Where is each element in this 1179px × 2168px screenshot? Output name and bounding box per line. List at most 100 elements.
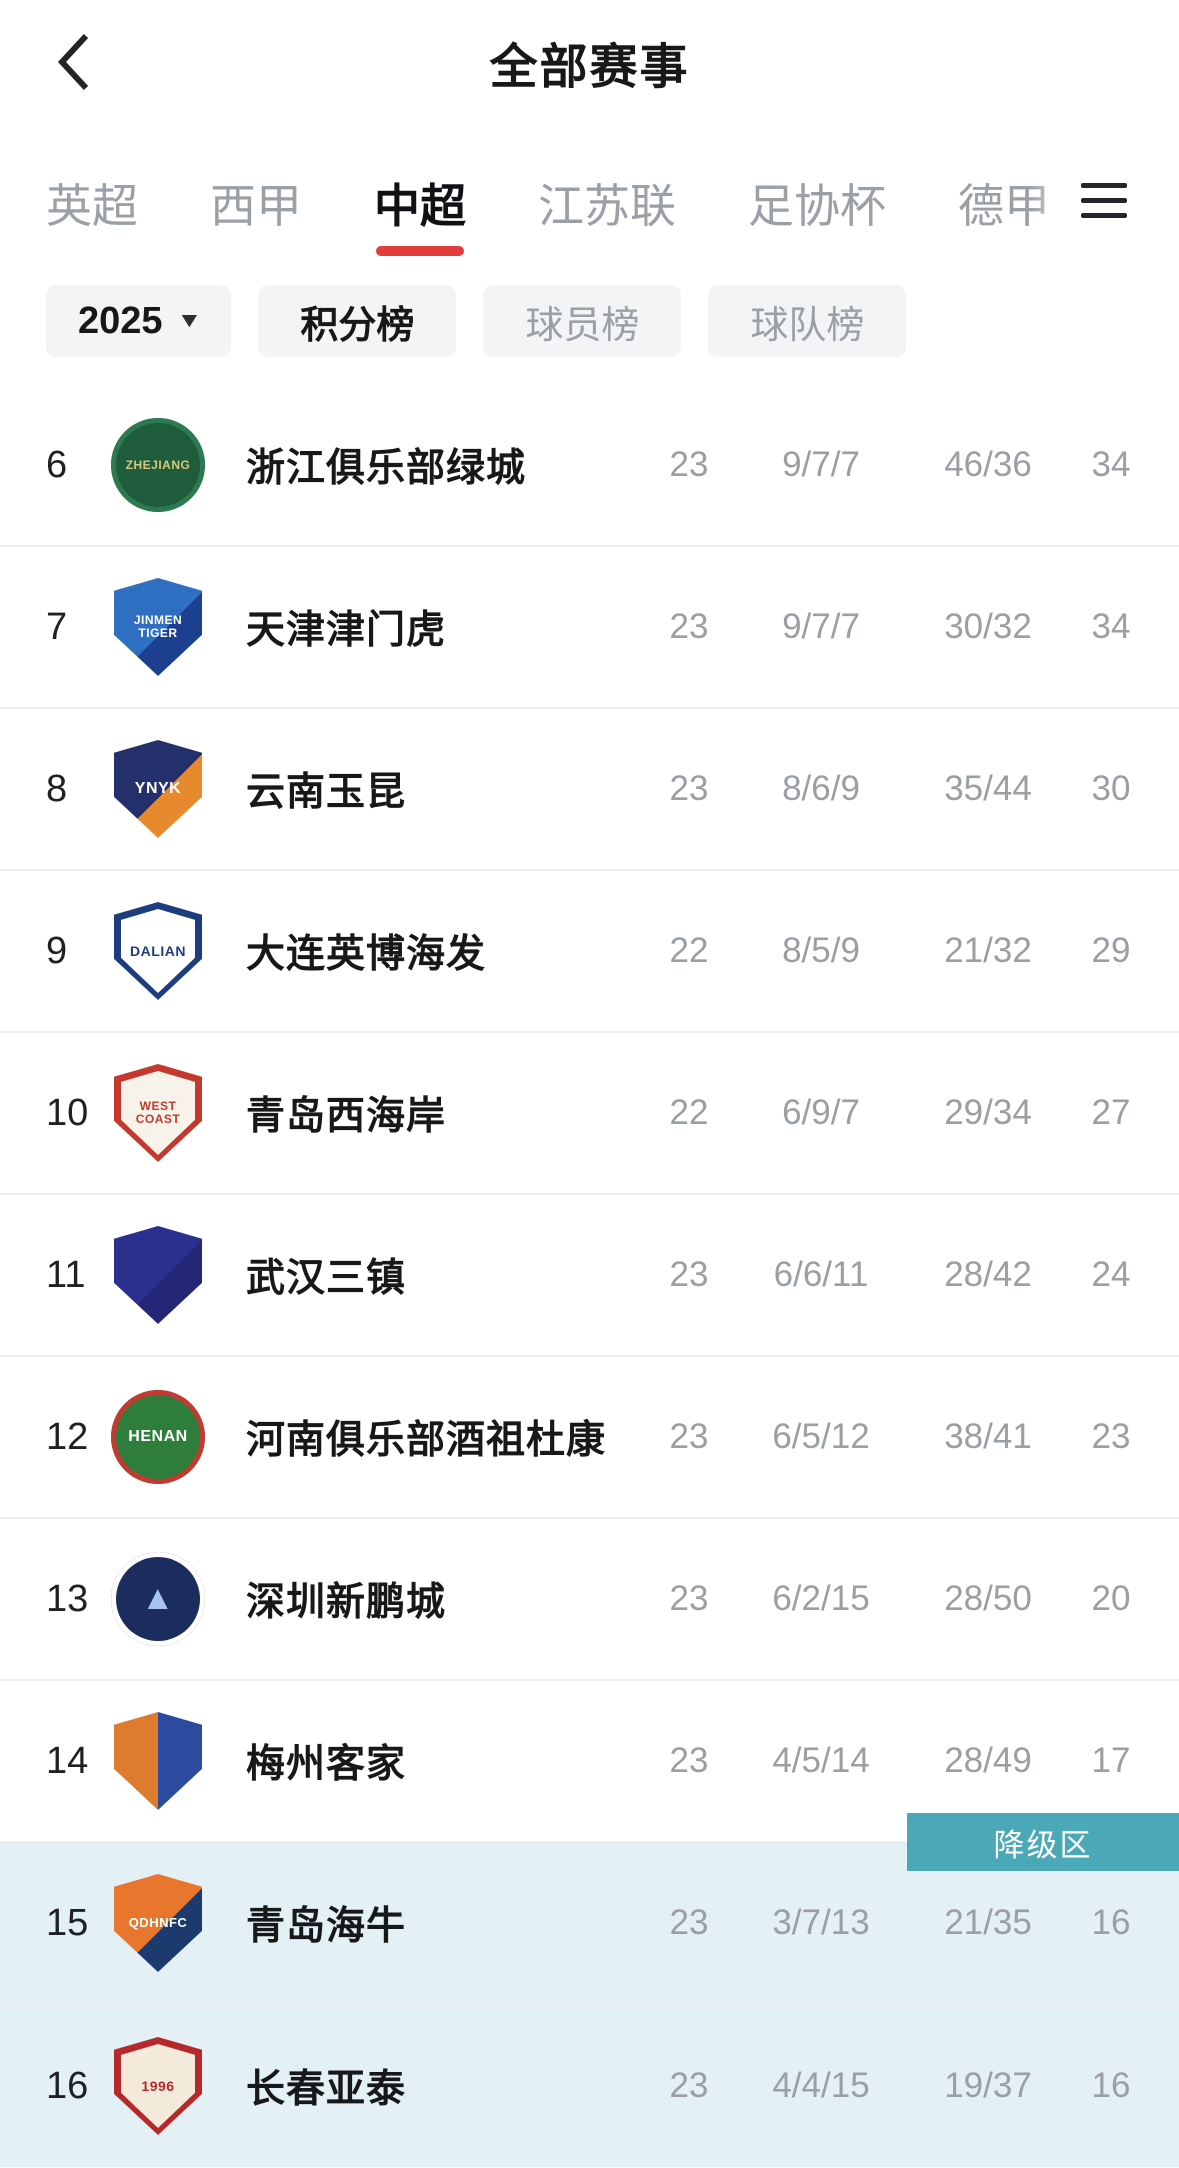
games-played: 22 — [669, 1093, 709, 1132]
page-title: 全部赛事 — [489, 41, 690, 94]
team-name: 云南玉昆 — [246, 771, 407, 814]
table-row[interactable]: 11 武汉三镇 23 6/6/11 28/42 24 — [0, 1195, 1179, 1357]
win-draw-loss: 4/4/15 — [772, 2066, 870, 2105]
win-draw-loss: 9/7/7 — [782, 445, 860, 484]
team-logo: HENAN — [110, 1387, 206, 1487]
games-played: 23 — [669, 1903, 709, 1942]
win-draw-loss: 4/5/14 — [772, 1741, 870, 1780]
table-row[interactable]: 7 JINMEN TIGER 天津津门虎 23 9/7/7 30/32 34 — [0, 547, 1179, 709]
rank-number: 16 — [46, 2064, 89, 2107]
table-row[interactable]: 13 ▲ 深圳新鹏城 23 6/2/15 28/50 20 — [0, 1519, 1179, 1681]
goals-for-against: 29/34 — [944, 1093, 1032, 1132]
league-tab-3[interactable]: 江苏联 — [538, 180, 676, 232]
goals-for-against: 21/35 — [944, 1903, 1032, 1942]
points: 23 — [1091, 1417, 1131, 1456]
team-name: 长春亚泰 — [246, 2068, 407, 2111]
rank-number: 8 — [46, 767, 68, 810]
games-played: 23 — [669, 607, 709, 646]
win-draw-loss: 6/2/15 — [772, 1579, 870, 1618]
win-draw-loss: 6/5/12 — [772, 1417, 870, 1456]
table-row[interactable]: 15 QDHNFC 青岛海牛 23 3/7/13 21/35 16 降级区 — [0, 1813, 1179, 2005]
games-played: 23 — [669, 1255, 709, 1294]
games-played: 23 — [669, 445, 709, 484]
points: 34 — [1091, 607, 1131, 646]
win-draw-loss: 6/6/11 — [773, 1255, 869, 1294]
games-played: 23 — [669, 1579, 709, 1618]
table-row[interactable]: 10 WEST COAST 青岛西海岸 22 6/9/7 29/34 27 — [0, 1033, 1179, 1195]
points: 24 — [1091, 1255, 1131, 1294]
goals-for-against: 21/32 — [944, 931, 1032, 970]
games-played: 23 — [669, 1741, 709, 1780]
team-name: 青岛西海岸 — [246, 1095, 447, 1138]
rank-number: 7 — [46, 605, 68, 648]
team-logo: JINMEN TIGER — [110, 577, 206, 677]
goals-for-against: 46/36 — [944, 445, 1032, 484]
view-tab-0[interactable]: 积分榜 — [258, 285, 457, 357]
caret-down-icon: ▼ — [175, 309, 202, 332]
points: 29 — [1091, 931, 1131, 970]
filter-bar: 2025 ▼ 积分榜 球员榜 球队榜 — [0, 285, 1179, 357]
rank-number: 14 — [46, 1739, 89, 1782]
chevron-left-icon — [57, 33, 89, 91]
league-tab-4[interactable]: 足协杯 — [748, 180, 886, 232]
season-dropdown[interactable]: 2025 ▼ — [46, 285, 232, 357]
win-draw-loss: 8/5/9 — [782, 931, 860, 970]
team-logo: WEST COAST — [110, 1063, 206, 1163]
points: 16 — [1091, 2066, 1131, 2105]
games-played: 22 — [669, 931, 709, 970]
games-played: 23 — [669, 1417, 709, 1456]
goals-for-against: 30/32 — [944, 607, 1032, 646]
points: 27 — [1091, 1093, 1131, 1132]
table-row[interactable]: 14 梅州客家 23 4/5/14 28/49 17 — [0, 1681, 1179, 1843]
rank-number: 11 — [46, 1253, 86, 1296]
table-row[interactable]: 9 DALIAN 大连英博海发 22 8/5/9 21/32 29 — [0, 871, 1179, 1033]
rank-number: 6 — [46, 443, 68, 486]
team-name: 河南俱乐部酒祖杜康 — [246, 1419, 607, 1462]
hamburger-icon — [1081, 182, 1127, 218]
team-name: 深圳新鹏城 — [246, 1581, 447, 1624]
win-draw-loss: 6/9/7 — [782, 1093, 860, 1132]
points: 16 — [1091, 1903, 1131, 1942]
league-tab-1[interactable]: 西甲 — [210, 180, 302, 232]
goals-for-against: 38/41 — [944, 1417, 1032, 1456]
points: 34 — [1091, 445, 1131, 484]
points: 20 — [1091, 1579, 1131, 1618]
league-tab-2[interactable]: 中超 — [374, 150, 466, 262]
team-logo: ▲ — [110, 1549, 206, 1649]
points: 30 — [1091, 769, 1131, 808]
team-name: 梅州客家 — [246, 1743, 407, 1786]
league-tab-0[interactable]: 英超 — [46, 180, 138, 232]
rank-number: 13 — [46, 1577, 89, 1620]
team-logo: 1996 — [110, 2036, 206, 2136]
win-draw-loss: 8/6/9 — [782, 769, 860, 808]
points: 17 — [1091, 1741, 1131, 1780]
team-logo: DALIAN — [110, 901, 206, 1001]
team-name: 天津津门虎 — [246, 609, 447, 652]
team-name: 浙江俱乐部绿城 — [246, 447, 527, 490]
view-tab-1[interactable]: 球员榜 — [483, 285, 682, 357]
team-logo: QDHNFC — [110, 1873, 206, 1973]
table-row[interactable]: 16 1996 长春亚泰 23 4/4/15 19/37 16 — [0, 2005, 1179, 2167]
team-logo — [110, 1711, 206, 1811]
team-logo: ZHEJIANG — [110, 415, 206, 515]
back-button[interactable] — [52, 30, 96, 94]
standings-table: 6 ZHEJIANG 浙江俱乐部绿城 23 9/7/7 46/36 34 7 J… — [0, 385, 1179, 2167]
app-header: 全部赛事 — [0, 0, 1179, 150]
goals-for-against: 28/49 — [944, 1741, 1032, 1780]
table-row[interactable]: 8 YNYK 云南玉昆 23 8/6/9 35/44 30 — [0, 709, 1179, 871]
league-tabs-scroll: 英超 西甲 中超 江苏联 足协杯 德甲 — [0, 150, 1179, 262]
goals-for-against: 28/50 — [944, 1579, 1032, 1618]
league-tab-bar: 英超 西甲 中超 江苏联 足协杯 德甲 — [0, 150, 1179, 262]
team-logo: YNYK — [110, 739, 206, 839]
table-row[interactable]: 6 ZHEJIANG 浙江俱乐部绿城 23 9/7/7 46/36 34 — [0, 385, 1179, 547]
tab-menu-button[interactable] — [1029, 150, 1179, 250]
rank-number: 10 — [46, 1091, 89, 1134]
rank-number: 12 — [46, 1415, 89, 1458]
goals-for-against: 19/37 — [944, 2066, 1032, 2105]
win-draw-loss: 3/7/13 — [772, 1903, 870, 1942]
games-played: 23 — [669, 769, 709, 808]
table-row[interactable]: 12 HENAN 河南俱乐部酒祖杜康 23 6/5/12 38/41 23 — [0, 1357, 1179, 1519]
goals-for-against: 28/42 — [944, 1255, 1032, 1294]
view-tab-2[interactable]: 球队榜 — [708, 285, 907, 357]
games-played: 23 — [669, 2066, 709, 2105]
